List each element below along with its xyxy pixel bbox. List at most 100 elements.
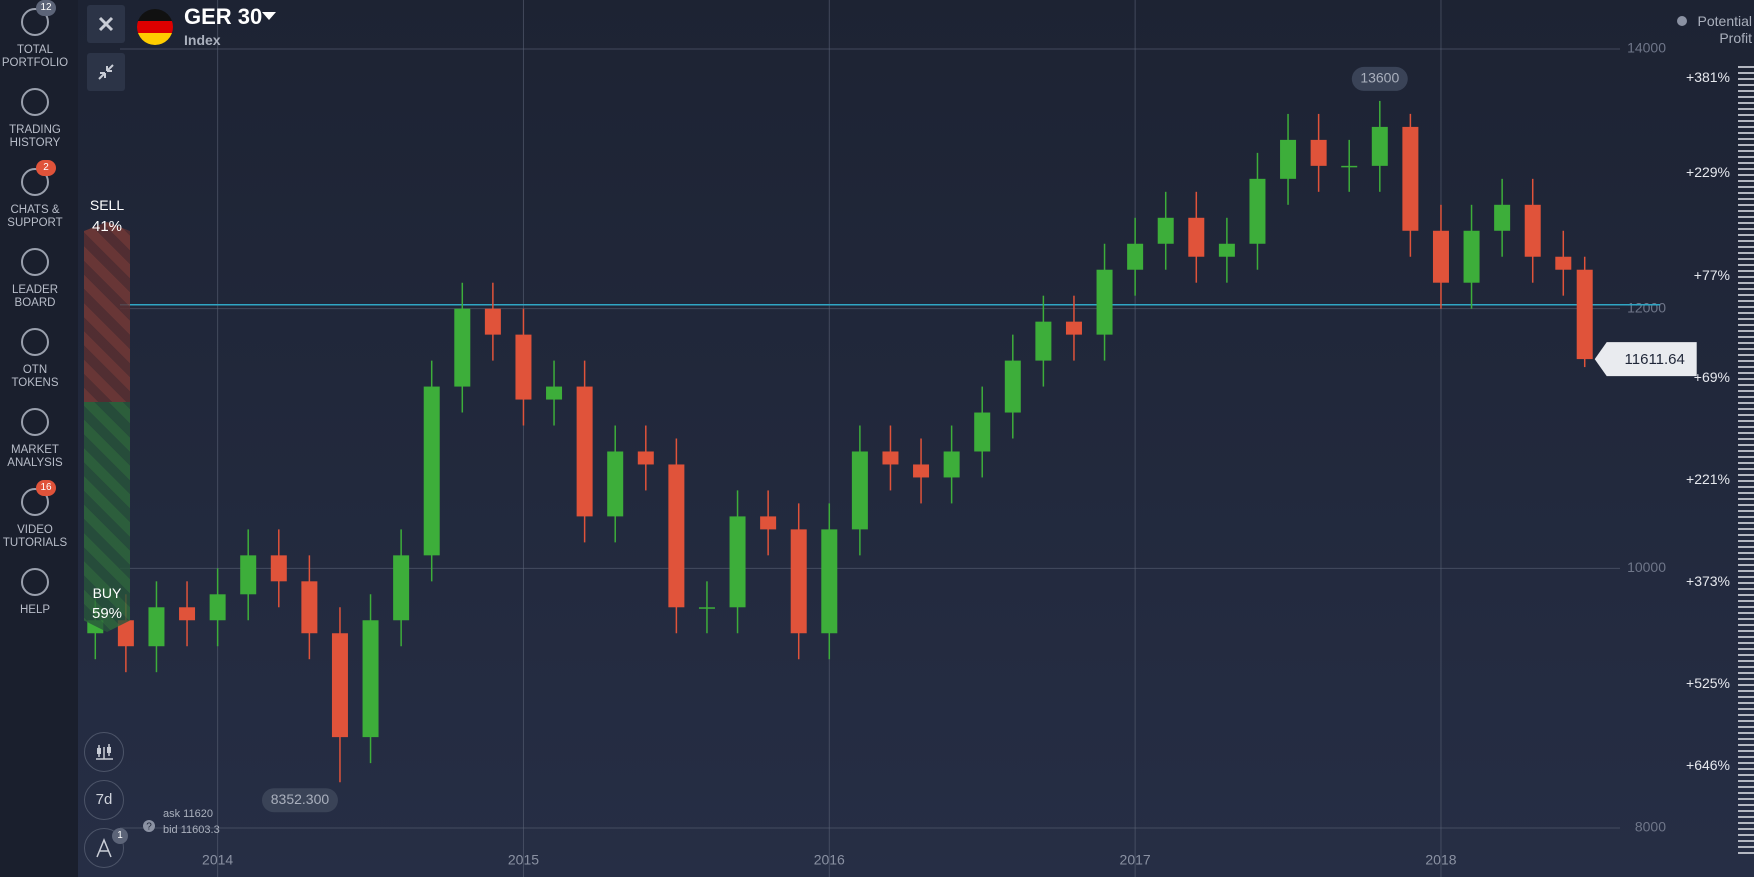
nav-label: TOTAL PORTFOLIO [1, 44, 69, 69]
candle-body [484, 308, 501, 335]
ask-price: ask 11620 [163, 808, 213, 820]
nav-label: LEADER BOARD [11, 284, 59, 309]
candle-body [1524, 204, 1541, 257]
nav-icon [21, 248, 49, 276]
profit-level: +646% [1686, 757, 1730, 773]
last-price-box [1594, 342, 1697, 377]
tools-badge: 1 [112, 828, 128, 844]
candle-body [1280, 139, 1297, 179]
nav-item[interactable]: OTN TOKENS [0, 328, 70, 390]
quote-info-icon[interactable]: ? [142, 819, 156, 833]
candle-body [1249, 178, 1266, 244]
nav-icon [21, 488, 49, 516]
candle-body [1494, 204, 1511, 231]
candle-body [851, 451, 868, 530]
y-tick-label: 12000 [1627, 299, 1666, 315]
candle-body [148, 607, 165, 647]
nav-icon [21, 328, 49, 356]
buy-meter [84, 402, 130, 632]
nav-icon [21, 568, 49, 596]
candle-body [362, 620, 379, 738]
nav-item[interactable]: MARKET ANALYSIS [0, 408, 70, 470]
candle-body [1004, 360, 1021, 413]
candle-body [179, 607, 196, 621]
profit-ruler [1738, 66, 1754, 856]
x-tick-label: 2015 [508, 852, 539, 868]
profit-level: +221% [1686, 471, 1730, 487]
buy-label: BUY [92, 585, 122, 601]
nav-badge: 12 [36, 0, 56, 16]
close-button[interactable] [87, 5, 125, 43]
bid-price: bid 11603.3 [163, 824, 220, 836]
tools-icon [96, 838, 112, 858]
candle-body [331, 633, 348, 738]
nav-label: TRADING HISTORY [9, 124, 61, 149]
x-tick-label: 2014 [202, 852, 233, 868]
profit-info-icon[interactable] [1676, 15, 1688, 27]
candle-body [637, 451, 654, 465]
x-tick-label: 2018 [1425, 852, 1456, 868]
profit-level: +69% [1693, 369, 1730, 385]
dropdown-arrow[interactable] [262, 12, 276, 22]
profit-level: +381% [1686, 69, 1730, 85]
candle-body [301, 581, 318, 634]
nav-label: VIDEO TUTORIALS [2, 524, 68, 549]
collapse-icon [98, 64, 114, 80]
candle-body [1218, 243, 1235, 257]
candle-body [882, 451, 899, 465]
period-button[interactable]: 7d [84, 780, 124, 820]
sidebar: 12 TOTAL PORTFOLIO TRADING HISTORY 2 CHATS &… [0, 0, 78, 877]
nav-icon [21, 8, 49, 36]
candle-body [1157, 217, 1174, 244]
profit-level: +229% [1686, 164, 1730, 180]
nav-item[interactable]: HELP [0, 568, 70, 617]
candle-body [1371, 126, 1388, 166]
sell-meter [84, 222, 130, 402]
flag [137, 9, 173, 45]
y-tick-label: 8000 [1635, 819, 1666, 835]
candle-body [698, 607, 715, 609]
x-tick-label: 2017 [1120, 852, 1151, 868]
candle-body [270, 555, 287, 582]
sell-label: SELL [89, 197, 125, 213]
candle-body [1341, 165, 1358, 168]
candle-body [1432, 230, 1449, 283]
x-tick-label: 2016 [814, 852, 845, 868]
instrument-name[interactable]: GER 30 [184, 4, 263, 29]
nav-item[interactable]: 16 VIDEO TUTORIALS [0, 480, 70, 550]
candle-body [607, 451, 624, 517]
close-icon [98, 16, 114, 32]
candle-body [393, 555, 410, 621]
candle-body [729, 516, 746, 608]
collapse-button[interactable] [87, 53, 125, 91]
nav-badge: 16 [36, 480, 56, 496]
candle-body [790, 529, 807, 634]
nav-label: OTN TOKENS [11, 364, 59, 389]
profit-column: +381% +229% +77% +69% +221% +373% +525% +646% [1660, 0, 1730, 877]
candle-body [1065, 321, 1082, 335]
candle-body [576, 386, 593, 517]
candle-body [1127, 243, 1144, 270]
buy-value: 59% [91, 605, 123, 622]
candle-body [117, 620, 134, 647]
candle-body [209, 594, 226, 621]
min-label: 8352.300 [271, 791, 330, 807]
nav-item[interactable]: 12 TOTAL PORTFOLIO [0, 0, 70, 70]
nav-item[interactable]: TRADING HISTORY [0, 88, 70, 150]
instrument-type: Index [184, 32, 221, 48]
profit-level: +373% [1686, 573, 1730, 589]
chart-type-button[interactable] [84, 732, 124, 772]
nav-item[interactable]: 2 CHATS & SUPPORT [0, 160, 70, 230]
nav-item[interactable]: LEADER BOARD [0, 248, 70, 310]
tools-button[interactable] [84, 828, 124, 868]
candle-body [1310, 139, 1327, 166]
profit-level: +525% [1686, 675, 1730, 691]
y-tick-label: 10000 [1627, 559, 1666, 575]
nav-label: CHATS & SUPPORT [7, 204, 63, 229]
candle-body [1555, 256, 1572, 270]
nav-label: HELP [19, 604, 51, 616]
max-label: 13600 [1360, 70, 1399, 86]
candle-body [821, 529, 838, 634]
